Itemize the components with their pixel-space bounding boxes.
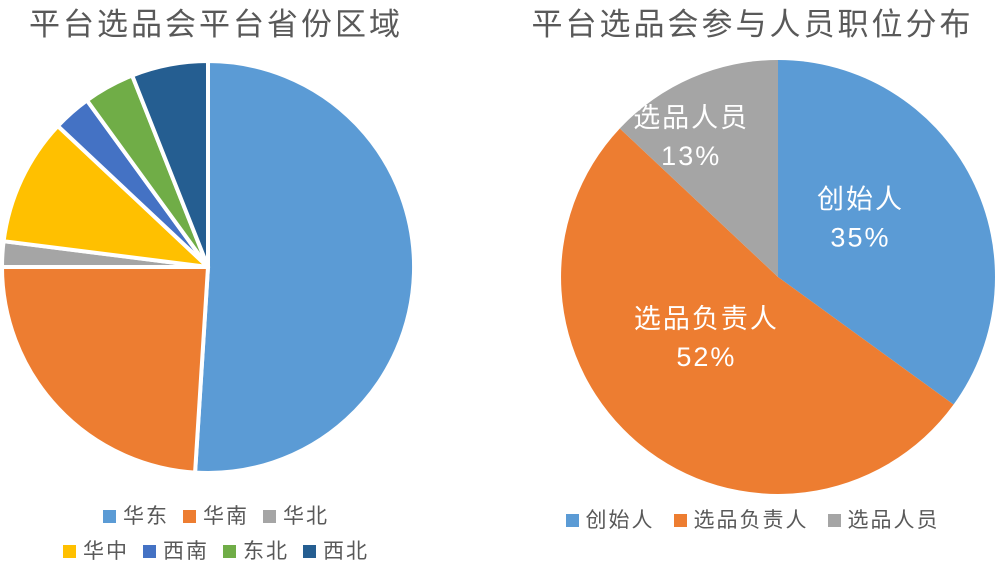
legend-label: 华东 — [123, 505, 169, 528]
legend-label: 华南 — [203, 505, 249, 528]
legend-swatch-icon — [183, 510, 196, 523]
legend-province-region: 华东 华南 华北华中 西南 东北 西北 — [0, 506, 432, 562]
legend-item-西北[interactable]: 西北 — [303, 541, 369, 562]
legend-label: 创始人 — [585, 509, 655, 532]
data-label-选品人员: 选品人员 13% — [633, 103, 749, 171]
pie-slice-华东[interactable] — [193, 59, 416, 475]
legend-swatch-icon — [263, 510, 276, 523]
legend-item-华北[interactable]: 华北 — [263, 506, 329, 527]
legend-row: 华中 西南 东北 西北 — [63, 541, 369, 562]
legend-swatch-icon — [673, 514, 687, 527]
legend-item-华东[interactable]: 华东 — [103, 506, 169, 527]
chart-province-region: 平台选品会平台省份区域 华东 华南 华北华中 西南 东北 西北 — [0, 0, 432, 576]
pie-slice-华中[interactable] — [1, 123, 210, 269]
legend-swatch-icon — [827, 514, 841, 527]
pie-slice-创始人[interactable] — [778, 60, 996, 405]
legend-position-distribution: 创始人 选品负责人 选品人员 — [505, 510, 1000, 531]
legend-swatch-icon — [103, 510, 116, 523]
legend-swatch-icon — [63, 545, 76, 558]
legend-label: 选品人员 — [847, 509, 940, 532]
pie-province-region — [0, 59, 416, 475]
legend-swatch-icon — [143, 545, 156, 558]
pie-slice-华南[interactable] — [0, 265, 210, 475]
legend-label: 选品负责人 — [693, 509, 809, 532]
pie-position-distribution: 创始人 35% 选品负责人 52% 选品人员 13% — [561, 59, 996, 494]
legend-swatch-icon — [223, 545, 236, 558]
pie-slice-选品人员[interactable] — [619, 59, 778, 277]
legend-item-选品负责人[interactable]: 选品负责人 — [673, 509, 809, 532]
legend-item-华中[interactable]: 华中 — [63, 541, 129, 562]
pie-slice-选品负责人[interactable] — [561, 128, 954, 494]
legend-item-选品人员[interactable]: 选品人员 — [827, 509, 940, 532]
chart-title-position-distribution: 平台选品会参与人员职位分布 — [531, 7, 974, 42]
chart-title-province-region: 平台选品会平台省份区域 — [29, 7, 403, 42]
legend-label: 华北 — [283, 505, 329, 528]
data-label-创始人: 创始人 35% — [817, 184, 904, 252]
legend-label: 西南 — [163, 540, 209, 563]
legend-item-创始人[interactable]: 创始人 — [565, 509, 655, 532]
chart-position-distribution: 平台选品会参与人员职位分布 创始人 35% 选品负责人 52% 选品人员 13% 创始人 选… — [505, 0, 1000, 576]
legend-label: 华中 — [83, 540, 129, 563]
legend-item-东北[interactable]: 东北 — [223, 541, 289, 562]
legend-swatch-icon — [565, 514, 579, 527]
legend-item-西南[interactable]: 西南 — [143, 541, 209, 562]
legend-label: 东北 — [243, 540, 289, 563]
legend-swatch-icon — [303, 545, 316, 558]
legend-label: 西北 — [323, 540, 369, 563]
legend-row: 华东 华南 华北 — [103, 506, 329, 527]
legend-row: 创始人 选品负责人 选品人员 — [565, 509, 940, 532]
pie-slice-西北[interactable] — [130, 59, 210, 269]
legend-item-华南[interactable]: 华南 — [183, 506, 249, 527]
data-label-选品负责人: 选品负责人 52% — [634, 304, 779, 372]
